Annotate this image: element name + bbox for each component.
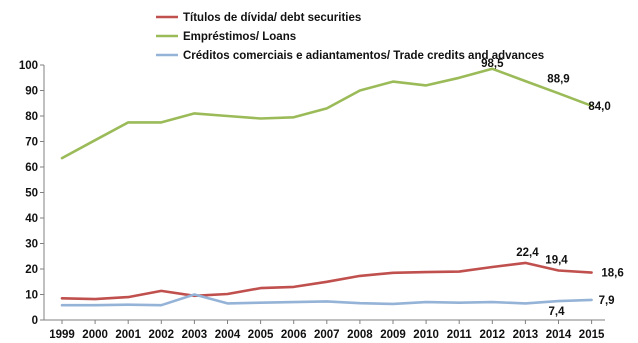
legend-label-1: Empréstimos/ Loans [183, 31, 296, 43]
y-tick-label: 100 [19, 60, 38, 72]
x-tick-label: 2001 [115, 329, 141, 341]
x-tick-label: 2011 [447, 329, 473, 341]
series-line-2 [60, 293, 593, 307]
series-line-1 [60, 67, 593, 160]
legend-label-2: Créditos comerciais e adiantamentos/ Tra… [183, 50, 544, 62]
x-tick-label: 2007 [314, 329, 340, 341]
x-tick-label: 2004 [215, 329, 241, 341]
y-tick-label: 90 [25, 86, 38, 98]
series-line-0 [60, 261, 593, 301]
y-tick-label: 0 [32, 315, 38, 327]
x-tick-label: 2006 [281, 329, 307, 341]
data-label: 7,4 [549, 306, 566, 318]
x-tick-label: 2014 [546, 329, 572, 341]
y-tick-label: 10 [25, 290, 38, 302]
x-tick-label: 2008 [347, 329, 373, 341]
y-tick-label: 60 [25, 162, 38, 174]
y-tick-label: 50 [25, 188, 38, 200]
x-tick-label: 2009 [380, 329, 406, 341]
x-tick-label: 1999 [49, 329, 75, 341]
chart-data-labels: 98,5 88,9 84,0 22,4 19,4 18,6 7,4 7,9 [481, 58, 624, 318]
data-label: 7,9 [599, 295, 615, 307]
y-tick-label: 40 [25, 213, 38, 225]
x-tick-label: 2003 [182, 329, 208, 341]
x-tick-label: 2010 [413, 329, 439, 341]
x-tick-label: 2012 [480, 329, 506, 341]
y-tick-label: 30 [25, 239, 38, 251]
data-label: 22,4 [516, 247, 539, 259]
x-tick-label: 2000 [82, 329, 108, 341]
y-tick-label: 80 [25, 111, 38, 123]
data-label: 18,6 [601, 268, 623, 280]
chart-axes: 0 10 20 30 40 50 60 70 80 90 100 1999 2000 2001 2002 20… [19, 60, 605, 341]
data-label: 19,4 [545, 255, 568, 267]
y-tick-label: 20 [25, 264, 38, 276]
data-label: 98,5 [481, 58, 504, 70]
data-label: 88,9 [547, 73, 569, 85]
legend-label-0: Títulos de dívida/ debt securities [183, 12, 361, 24]
x-tick-label: 2015 [579, 329, 605, 341]
x-tick-label: 2005 [248, 329, 274, 341]
chart-series [60, 67, 593, 307]
chart-legend: Títulos de dívida/ debt securities Emprés… [156, 12, 544, 62]
x-tick-label: 2013 [513, 329, 539, 341]
data-label: 84,0 [588, 101, 610, 113]
y-tick-label: 70 [25, 137, 38, 149]
x-tick-label: 2002 [149, 329, 175, 341]
